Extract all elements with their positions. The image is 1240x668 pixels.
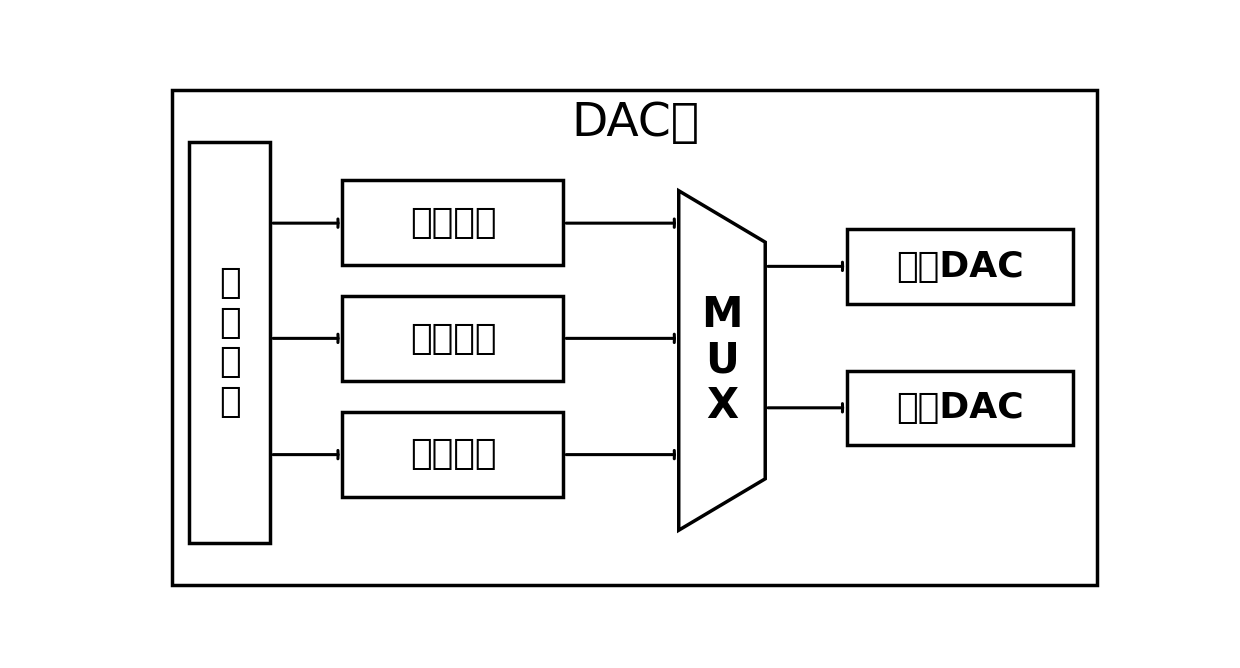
FancyBboxPatch shape [188,142,270,543]
FancyBboxPatch shape [342,412,563,497]
FancyBboxPatch shape [342,180,563,265]
Text: 粗调DAC: 粗调DAC [897,250,1024,284]
FancyBboxPatch shape [172,90,1096,585]
Text: 调制模块: 调制模块 [409,438,496,472]
Text: M
U
X: M U X [702,294,743,427]
FancyBboxPatch shape [342,296,563,381]
Text: 细调DAC: 细调DAC [897,391,1024,425]
Text: DAC组: DAC组 [572,102,699,146]
Text: 数据模块: 数据模块 [409,206,496,240]
Polygon shape [678,191,765,530]
Text: 扫描模块: 扫描模块 [409,321,496,355]
FancyBboxPatch shape [847,229,1073,304]
Text: 总
线
接
口: 总 线 接 口 [218,267,241,419]
FancyBboxPatch shape [847,371,1073,446]
